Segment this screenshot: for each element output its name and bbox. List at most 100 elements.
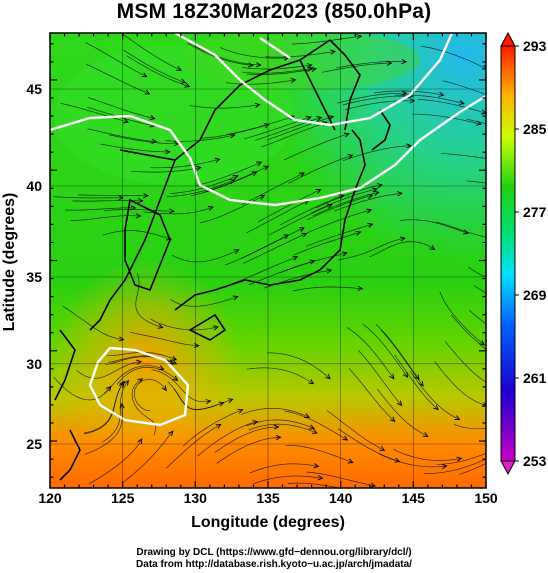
streamline-arrow [338,194,345,200]
streamline [358,350,402,406]
streamline [166,424,221,469]
streamline [442,80,486,96]
streamline-arrow [256,161,263,167]
map-title: MSM 18Z30Mar2023 (850.0hPa) [116,0,432,23]
streamline-arrow [386,60,393,66]
streamline [76,361,142,379]
streamline [241,64,312,70]
streamline [305,223,373,247]
white-contours [50,33,486,427]
streamline-arrow [406,143,413,149]
streamline [83,382,124,435]
streamline [377,388,428,437]
streamline-arrow [454,415,461,420]
streamline-arrow [307,66,314,72]
colorbar-label-261: 261 [523,370,547,386]
streamline [342,145,412,162]
streamline-arrow [229,179,236,184]
streamline [306,194,373,221]
streamline-arrow [366,208,373,214]
x-tick-145: 145 [402,490,426,506]
streamline [315,184,383,209]
streamline [182,409,243,447]
streamline-arrow [397,191,403,197]
streamline [444,341,486,383]
colorbar-min-arrow [500,460,516,476]
streamline-arrow [118,381,124,388]
streamline [394,94,464,104]
streamline-arrow [143,193,149,199]
streamline-arrow [227,398,234,404]
colorbar-ticks [515,45,519,462]
streamline-arrow [123,379,130,386]
streamline-arrow [118,336,125,342]
streamline-arrow [118,195,125,201]
streamline-arrow [161,385,167,392]
streamline-arrow [180,78,187,84]
streamline-arrow [106,385,112,392]
streamline-arrow [532,184,537,188]
streamline [70,215,141,221]
streamline-arrow [401,59,408,65]
streamline [265,51,336,58]
streamline [362,323,408,378]
streamline-arrow [165,149,171,155]
streamline-arrow [399,236,406,242]
streamline-arrow [325,373,331,380]
streamline-arrow [482,64,486,70]
streamline-arrow [347,154,354,160]
streamline-arrow [313,463,320,469]
streamline-arrow [479,340,485,346]
streamline [62,305,124,340]
streamline-arrow [255,62,262,68]
streamline [104,365,164,395]
streamline [291,35,362,45]
streamline [87,97,155,119]
streamline-arrow [533,310,538,314]
streamline [249,463,319,474]
streamline [151,369,211,403]
y-tick-45: 45 [26,81,42,97]
streamline-arrow [343,132,350,138]
colorbar: 293 285 277 269 261 253 [500,31,547,476]
streamline-arrow [218,401,225,407]
streamline-arrow [311,429,318,434]
streamline [100,143,170,153]
streamline [219,47,289,59]
streamline [373,90,444,96]
streamline [130,331,199,347]
coastlines [54,39,391,481]
streamline [436,221,486,238]
streamline-arrow [169,208,175,214]
streamline-arrow [119,380,125,387]
x-tick-120: 120 [38,490,62,506]
streamline-arrow [215,423,222,429]
streamline [193,45,261,66]
streamline [150,318,219,331]
streamline [253,475,323,485]
streamline [378,453,447,468]
streamline-arrow [476,120,483,126]
streamline-arrow [237,408,244,414]
streamline [436,452,486,465]
streamline-arrow [486,456,491,460]
streamline [469,309,486,325]
streamline [88,438,143,485]
streamline-arrow [141,72,148,78]
streamline-arrow [429,244,436,250]
streamline-arrow [252,420,259,426]
streamline [345,100,415,111]
graticule [50,33,486,488]
streamline [166,179,235,197]
streamline [266,352,331,379]
streamline-arrow [418,380,424,387]
streamline-arrow [176,66,183,71]
streamline [279,252,347,274]
streamline [200,124,269,139]
streamline [393,448,462,461]
wind-streamlines [53,33,538,488]
streamline [287,482,342,488]
y-tick-35: 35 [26,269,42,285]
streamline [421,45,486,69]
streamline-arrow [328,115,335,121]
